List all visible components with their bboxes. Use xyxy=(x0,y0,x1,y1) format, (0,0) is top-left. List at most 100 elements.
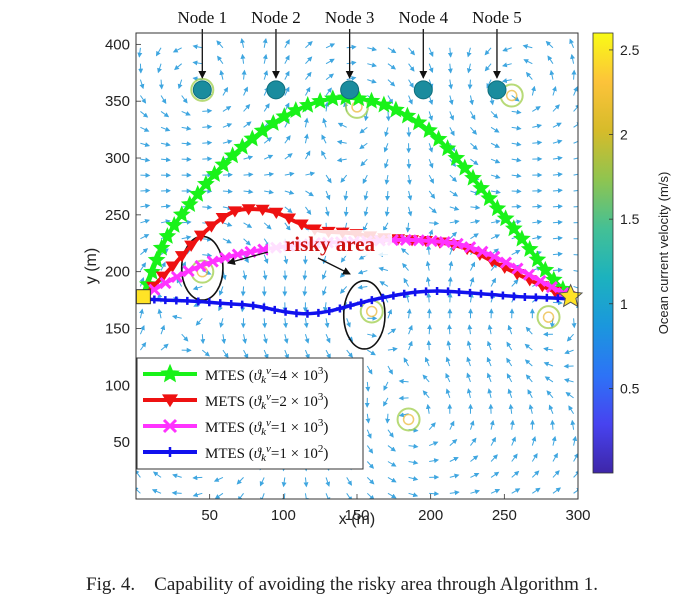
current-vector xyxy=(486,79,492,89)
current-vector xyxy=(136,486,141,494)
x-marker xyxy=(511,262,524,275)
current-vector xyxy=(550,419,556,430)
current-vector xyxy=(511,250,521,256)
colorbar-ticks: 0.5 1 1.5 2 2.5 xyxy=(609,42,640,396)
star-marker xyxy=(286,101,305,118)
plus-marker xyxy=(542,293,551,302)
star-marker xyxy=(409,113,428,131)
star-marker xyxy=(387,100,405,118)
current-vector xyxy=(283,334,289,344)
current-vector xyxy=(469,276,475,287)
current-vector xyxy=(398,395,409,401)
current-vector xyxy=(469,95,474,106)
current-vector xyxy=(428,95,434,105)
x-axis: 50 100 150 200 250 300 xyxy=(201,494,591,524)
current-vector xyxy=(424,356,430,367)
current-vector xyxy=(524,343,533,351)
current-vector xyxy=(387,365,393,375)
current-vector xyxy=(218,286,224,296)
current-vector xyxy=(429,491,440,497)
current-vector xyxy=(281,477,287,488)
current-vector xyxy=(136,469,141,478)
plus-marker xyxy=(227,299,236,308)
current-vector xyxy=(552,487,562,494)
star-marker xyxy=(398,106,417,124)
current-vector xyxy=(262,37,268,48)
current-vector xyxy=(140,95,147,104)
current-vector xyxy=(264,171,275,177)
current-vector xyxy=(548,404,554,414)
current-vector xyxy=(366,477,375,485)
colorbar-tick-label: 1.5 xyxy=(620,211,640,227)
current-vector xyxy=(172,47,182,53)
star-marker xyxy=(275,107,294,125)
triangle-marker xyxy=(165,261,180,273)
current-vector xyxy=(428,422,436,431)
current-vector xyxy=(490,111,499,119)
current-vector xyxy=(321,270,327,280)
current-vector xyxy=(264,189,274,195)
current-vector xyxy=(263,254,269,264)
current-vector xyxy=(406,159,412,170)
plus-marker xyxy=(476,289,485,298)
current-vector xyxy=(470,472,480,478)
current-vector xyxy=(387,95,394,105)
current-vector xyxy=(222,105,232,112)
current-vector xyxy=(466,388,472,398)
current-vector xyxy=(325,58,335,65)
current-vector xyxy=(531,470,540,478)
current-vector xyxy=(490,234,501,240)
current-vector xyxy=(446,340,452,351)
current-vector xyxy=(201,349,210,357)
current-vector xyxy=(445,356,451,367)
star-marker xyxy=(420,121,438,138)
current-vector xyxy=(192,285,203,291)
current-vector xyxy=(470,111,476,121)
current-vector xyxy=(304,86,311,96)
eddy-core xyxy=(505,89,518,102)
current-vector xyxy=(322,302,328,313)
node-label: Node 3 xyxy=(325,8,375,27)
current-vector xyxy=(407,190,413,201)
current-vector xyxy=(549,69,555,80)
current-vector xyxy=(422,374,430,383)
star-marker xyxy=(496,209,515,227)
current-vector xyxy=(387,461,397,467)
current-vector xyxy=(263,222,272,230)
current-vector xyxy=(325,477,331,487)
plus-marker xyxy=(487,290,496,299)
current-vector xyxy=(427,324,433,335)
star-marker xyxy=(205,165,224,182)
current-vector xyxy=(511,470,520,478)
star-marker xyxy=(375,95,393,113)
current-vector xyxy=(324,206,330,217)
legend-label: MTES (ϑkv=1 × 102) xyxy=(205,443,328,464)
current-vector xyxy=(428,47,434,57)
current-vector xyxy=(384,174,390,185)
current-vector xyxy=(387,79,396,87)
current-vector xyxy=(490,219,501,225)
current-vector xyxy=(242,334,248,344)
current-vector xyxy=(243,349,249,359)
current-vector xyxy=(387,445,396,452)
current-vector xyxy=(387,346,398,352)
current-vector xyxy=(428,158,434,169)
x-marker xyxy=(148,283,161,296)
current-vector xyxy=(484,63,492,72)
current-vector xyxy=(262,318,268,329)
current-vector xyxy=(466,63,472,74)
current-vector xyxy=(502,47,512,52)
current-vector xyxy=(486,356,492,367)
current-vector xyxy=(367,78,377,84)
current-vector xyxy=(552,251,563,257)
eddy-core xyxy=(190,77,215,102)
current-vector xyxy=(387,63,397,70)
current-vector xyxy=(447,276,453,287)
current-vector xyxy=(425,276,431,287)
current-vector xyxy=(426,340,432,351)
current-vector xyxy=(490,189,501,195)
current-vector xyxy=(407,206,413,217)
current-vector xyxy=(214,492,224,499)
star-marker xyxy=(362,91,381,109)
current-vector xyxy=(573,270,578,272)
